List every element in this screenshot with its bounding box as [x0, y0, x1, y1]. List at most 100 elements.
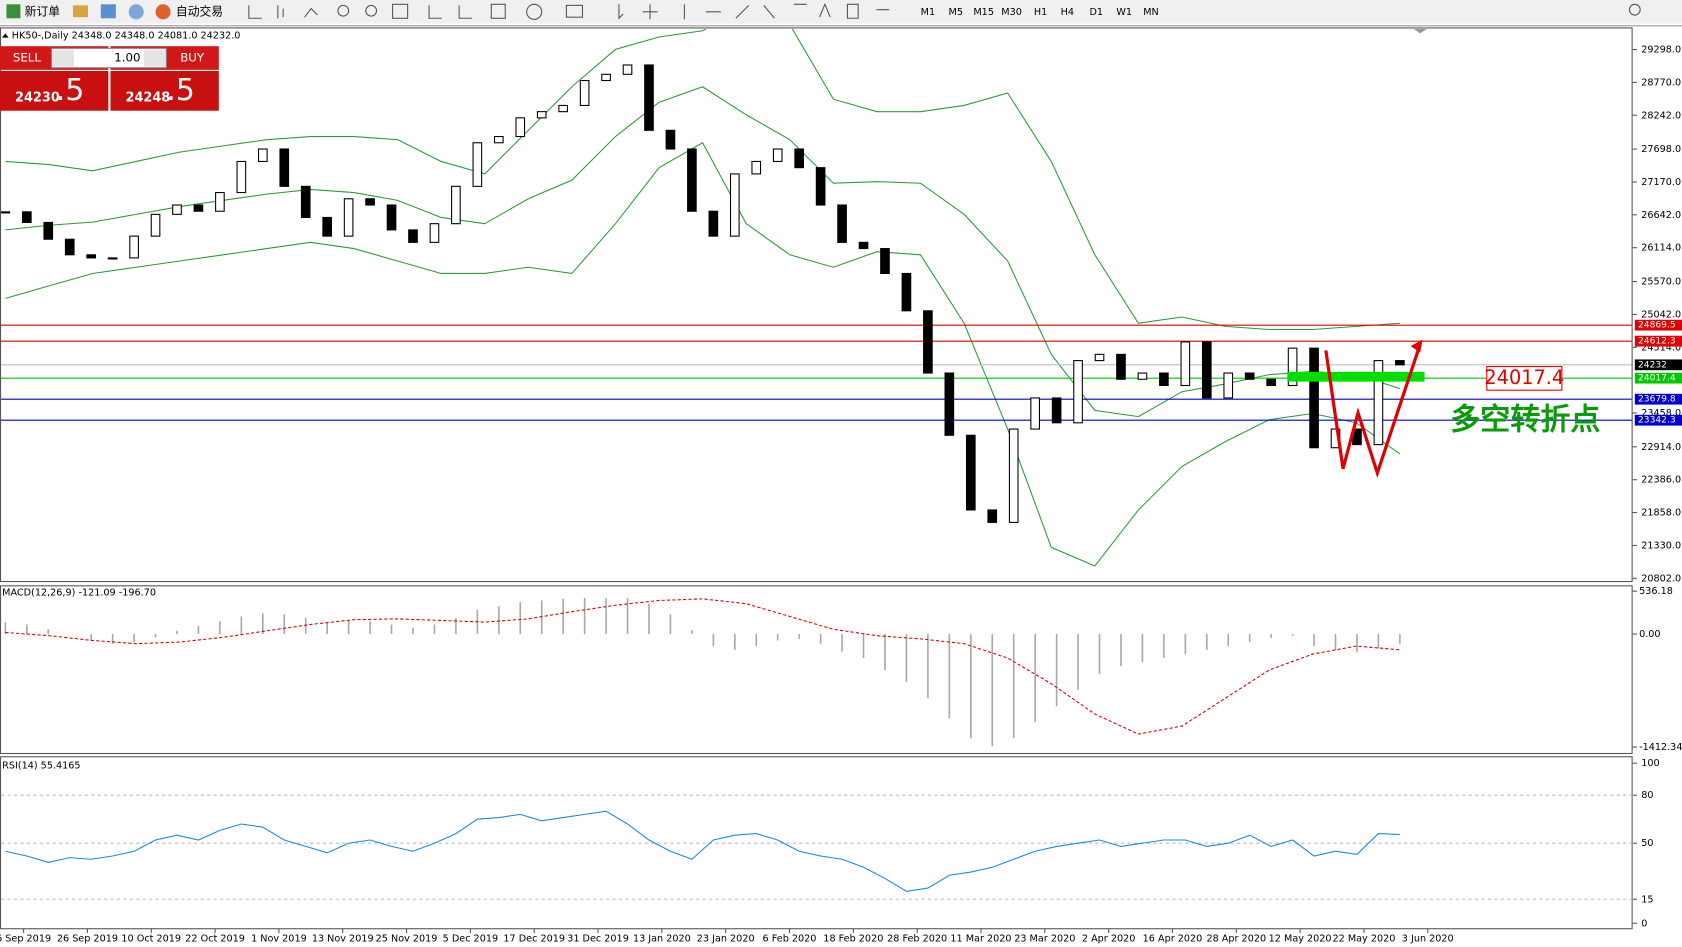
y-tick-label: 80	[1641, 790, 1653, 801]
candle-body	[1309, 347, 1319, 449]
macd-panel	[0, 585, 1633, 755]
x-tick-label: 26 Sep 2019	[57, 933, 118, 944]
price-level-label: 23679.8	[1638, 395, 1676, 405]
tool-icon[interactable]	[72, 5, 88, 18]
x-tick-label: 6 Feb 2020	[763, 933, 817, 944]
new-order-button[interactable]: 新订单	[25, 4, 61, 18]
candle-body	[965, 434, 976, 511]
candle-body	[64, 238, 75, 256]
y-tick-label: 29298.0	[1641, 45, 1681, 56]
candle-body	[772, 148, 783, 162]
candle-body	[923, 310, 933, 374]
candle-body	[1373, 360, 1384, 446]
candle-body	[1030, 397, 1040, 430]
scroll-icons[interactable]	[428, 5, 472, 19]
auto-trading-icon[interactable]	[155, 4, 171, 20]
y-tick-label: 27698.0	[1641, 144, 1681, 155]
y-tick-label: 536.18	[1639, 586, 1673, 597]
templates[interactable]	[565, 4, 584, 18]
y-tick-label: 24514.0	[1641, 342, 1681, 353]
candle-body	[386, 204, 397, 231]
bollinger-middle	[5, 86, 1401, 418]
x-tick-label: 23 Jan 2020	[697, 933, 755, 944]
candle-body	[493, 136, 504, 144]
candle-body	[451, 185, 461, 225]
search[interactable]	[1628, 3, 1641, 16]
timeframe-button[interactable]: H4	[1061, 7, 1074, 18]
sell-price-big[interactable]: .5	[56, 73, 85, 108]
buy-price-big[interactable]: .5	[166, 73, 195, 108]
candle-body	[751, 160, 762, 175]
volume-up[interactable]	[143, 49, 166, 67]
y-tick-label: 0.00	[1639, 629, 1660, 640]
support-band	[1287, 371, 1425, 382]
chart-type-icons[interactable]	[248, 5, 318, 19]
sell-label[interactable]: SELL	[13, 51, 41, 65]
candle-body	[1051, 397, 1062, 424]
timeframe-button[interactable]: M1	[921, 7, 935, 18]
timeframe-button[interactable]: W1	[1116, 7, 1132, 18]
drawing-tools[interactable]	[618, 2, 890, 20]
candle-body	[665, 129, 676, 150]
buy-price-box[interactable]	[110, 70, 219, 111]
price-level-label: 24232	[1638, 360, 1667, 370]
timeframe-button[interactable]: MN	[1143, 7, 1159, 18]
candle-body	[880, 248, 890, 275]
x-tick-label: 31 Dec 2019	[567, 933, 629, 944]
sell-price[interactable]: 24230	[15, 90, 60, 105]
tool-icon[interactable]	[128, 4, 144, 20]
candle-body	[794, 148, 804, 169]
timeframe-button[interactable]: D1	[1090, 7, 1104, 18]
candle-body	[172, 204, 182, 215]
x-tick-label: 16 Apr 2020	[1143, 933, 1203, 944]
collapse-icon[interactable]	[2, 33, 9, 38]
periods[interactable]	[526, 3, 543, 20]
candle-body	[1266, 378, 1276, 387]
tool-icon[interactable]	[100, 4, 116, 19]
candle-body	[837, 204, 847, 243]
timeframe-button[interactable]: H1	[1034, 7, 1047, 18]
buy-label[interactable]: BUY	[180, 51, 205, 65]
x-tick-label: 18 Feb 2020	[823, 933, 883, 944]
candle-body	[515, 117, 526, 138]
tile-windows[interactable]	[392, 3, 409, 19]
y-tick-label: 100	[1641, 758, 1659, 769]
new-order-icon[interactable]	[6, 4, 21, 19]
y-tick-label: 20802.0	[1641, 573, 1681, 584]
candle-body	[107, 257, 118, 260]
volume-value[interactable]: 1.00	[114, 51, 140, 65]
timeframe-button[interactable]: M30	[1001, 7, 1022, 18]
candle-body	[408, 229, 418, 243]
y-tick-label: 23458.0	[1641, 408, 1681, 419]
candle-body	[193, 204, 204, 212]
sell-price-box[interactable]	[0, 70, 109, 111]
candle-body	[944, 372, 955, 436]
indicators[interactable]	[490, 3, 506, 19]
candle-body	[1244, 372, 1255, 380]
annotation-price: 24017.4	[1484, 366, 1564, 389]
volume-input[interactable]	[50, 47, 167, 69]
y-tick-label: 27170.0	[1641, 177, 1681, 188]
y-tick-label: 22386.0	[1641, 475, 1681, 486]
candle-body	[1223, 372, 1234, 399]
volume-down[interactable]	[52, 49, 75, 67]
candle-body	[1287, 347, 1298, 387]
x-tick-label: 2 Apr 2020	[1082, 933, 1136, 944]
candle-body	[257, 148, 268, 162]
price-level-label: 24869.5	[1638, 321, 1676, 331]
rsi-title: RSI(14) 55.4165	[2, 760, 80, 771]
buy-price[interactable]: 24248	[126, 90, 171, 105]
toolbar	[0, 0, 1682, 24]
candle-body	[21, 211, 32, 223]
timeframe-button[interactable]: M5	[949, 7, 963, 18]
candle-body	[815, 167, 826, 206]
candle-body	[1137, 372, 1148, 380]
auto-trading-button[interactable]: 自动交易	[176, 4, 223, 18]
candle-body	[1116, 353, 1126, 380]
y-tick-label: -1412.34	[1639, 742, 1682, 753]
candle-body	[1201, 341, 1212, 399]
zoom-out[interactable]	[365, 4, 378, 17]
timeframe-button[interactable]: M15	[973, 7, 994, 18]
y-tick-label: 22914.0	[1641, 442, 1681, 453]
zoom-in[interactable]	[337, 4, 350, 17]
